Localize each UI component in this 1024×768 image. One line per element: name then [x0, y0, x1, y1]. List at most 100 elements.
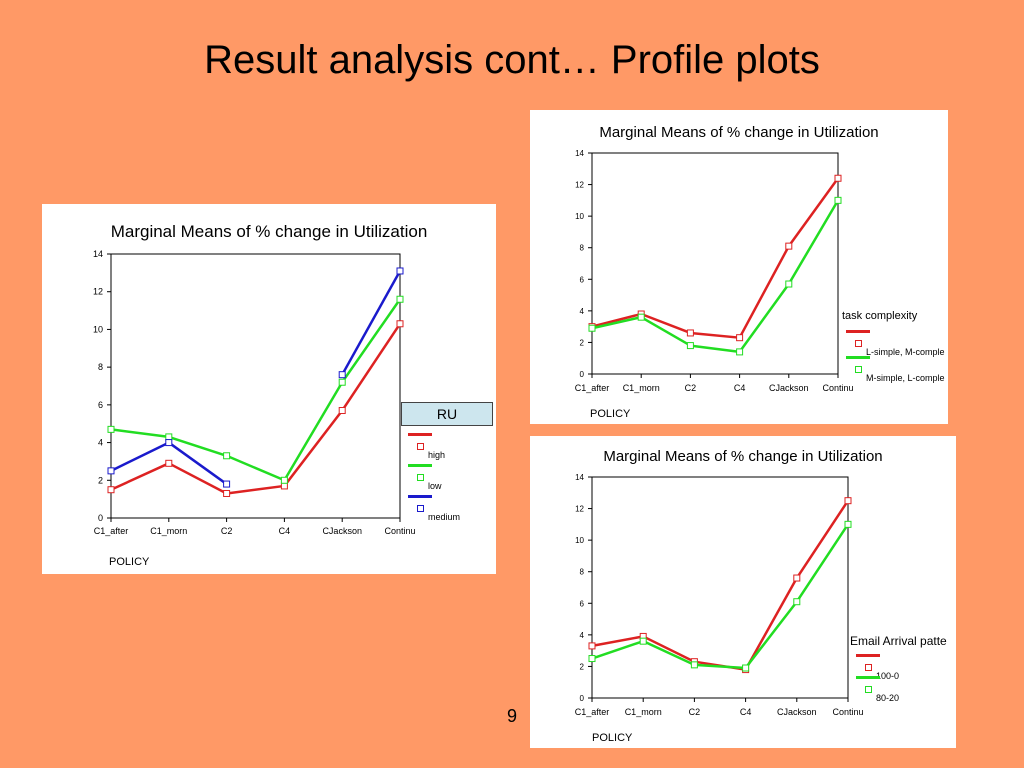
plot-frame — [110, 253, 401, 519]
legend-marker-100-0 — [865, 664, 872, 671]
legend-marker-l-simple — [855, 340, 862, 347]
data-point — [396, 267, 404, 275]
data-point — [793, 574, 801, 582]
legend-line-low — [408, 464, 432, 467]
x-tick-label: C2 — [221, 526, 233, 536]
x-tick-label: CJackson — [777, 707, 817, 717]
x-tick-label: C4 — [279, 526, 291, 536]
y-tick-label: 8 — [98, 362, 103, 372]
x-tick-label: C1_morn — [623, 383, 660, 393]
data-point — [338, 371, 346, 379]
chart-panel-email-arrival: Marginal Means of % change in Utilizatio… — [530, 436, 956, 748]
chart-panel-ru: Marginal Means of % change in Utilizatio… — [42, 204, 496, 574]
series-line — [591, 177, 840, 339]
legend-line-high — [408, 433, 432, 436]
data-point — [588, 642, 596, 650]
x-tick-label: CJackson — [769, 383, 809, 393]
y-tick-label: 2 — [580, 338, 585, 347]
data-point — [686, 342, 694, 350]
chart-title: Marginal Means of % change in Utilizatio… — [599, 124, 879, 141]
series-line — [110, 323, 402, 495]
legend-line-100-0 — [856, 654, 880, 657]
y-tick-label: 14 — [575, 473, 584, 482]
legend-marker-m-simple — [855, 366, 862, 373]
legend-line-m-simple — [846, 356, 870, 359]
data-point — [338, 378, 346, 386]
data-point — [742, 664, 750, 672]
y-tick-label: 4 — [580, 307, 585, 316]
y-tick-label: 10 — [575, 212, 584, 221]
legend-title: task complexity — [842, 310, 918, 322]
data-point — [736, 334, 744, 342]
data-point — [588, 324, 596, 332]
x-axis-label: POLICY — [592, 732, 633, 744]
legend-marker-80-20 — [865, 686, 872, 693]
data-point — [165, 459, 173, 467]
x-tick-label: CJackson — [322, 526, 362, 536]
x-tick-label: C2 — [685, 383, 697, 393]
series-line — [591, 199, 840, 354]
legend-label-high: high — [428, 450, 446, 460]
x-tick-label: Continu — [384, 526, 415, 536]
y-tick-label: 0 — [580, 694, 585, 703]
data-point — [736, 348, 744, 356]
series-line — [110, 298, 402, 482]
x-tick-label: C1_after — [94, 526, 129, 536]
y-tick-label: 14 — [575, 149, 584, 158]
legend-marker-medium — [417, 505, 424, 512]
data-point — [165, 433, 173, 441]
data-point — [223, 489, 231, 497]
y-tick-label: 8 — [580, 568, 585, 577]
y-tick-label: 12 — [93, 287, 103, 297]
y-tick-label: 4 — [580, 631, 585, 640]
x-tick-label: C1_morn — [625, 707, 662, 717]
y-tick-label: 2 — [98, 475, 103, 485]
legend-line-80-20 — [856, 676, 880, 679]
y-tick-label: 8 — [580, 244, 585, 253]
data-point — [223, 480, 231, 488]
y-tick-label: 10 — [575, 536, 584, 545]
legend-label-100-0: 100-0 — [876, 671, 900, 681]
legend-marker-low — [417, 474, 424, 481]
data-point — [637, 313, 645, 321]
x-tick-label: C4 — [734, 383, 746, 393]
legend-line-medium — [408, 495, 432, 498]
data-point — [793, 598, 801, 606]
series-line — [591, 523, 850, 670]
data-point — [223, 452, 231, 460]
y-tick-label: 14 — [93, 249, 103, 259]
x-tick-label: C1_morn — [150, 526, 187, 536]
y-tick-label: 6 — [98, 400, 103, 410]
x-tick-label: C1_after — [575, 707, 610, 717]
data-point — [834, 196, 842, 204]
data-point — [338, 407, 346, 415]
slide-title: Result analysis cont… Profile plots — [204, 38, 820, 82]
legend-title: RU — [401, 402, 493, 426]
data-point — [785, 280, 793, 288]
y-tick-label: 0 — [580, 370, 585, 379]
data-point — [107, 467, 115, 475]
x-tick-label: C1_after — [575, 383, 610, 393]
y-tick-label: 6 — [580, 599, 585, 608]
x-tick-label: C4 — [740, 707, 752, 717]
chart-svg-task-complexity: 0 2 4 6 8 10 12 14 C1_after C1_morn C2 C4 CJackson Co… — [575, 149, 854, 393]
data-point — [844, 497, 852, 505]
y-tick-label: 4 — [98, 438, 103, 448]
y-tick-label: 10 — [93, 324, 103, 334]
y-tick-label: 2 — [580, 662, 585, 671]
legend-label-medium: medium — [428, 512, 461, 522]
legend-line-l-simple — [846, 330, 870, 333]
y-tick-label: 0 — [98, 513, 103, 523]
x-tick-label: Continu — [832, 707, 863, 717]
chart-title: Marginal Means of % change in Utilizatio… — [110, 222, 428, 241]
chart-panel-task-complexity: Marginal Means of % change in Utilizatio… — [530, 110, 948, 424]
x-tick-label: C2 — [689, 707, 701, 717]
legend-label-l-simple: L-simple, M-comple — [866, 347, 945, 357]
data-point — [588, 655, 596, 663]
y-tick-label: 12 — [575, 505, 584, 514]
data-point — [396, 295, 404, 303]
data-point — [165, 439, 173, 447]
x-axis-label: POLICY — [109, 556, 150, 568]
data-point — [280, 482, 288, 490]
